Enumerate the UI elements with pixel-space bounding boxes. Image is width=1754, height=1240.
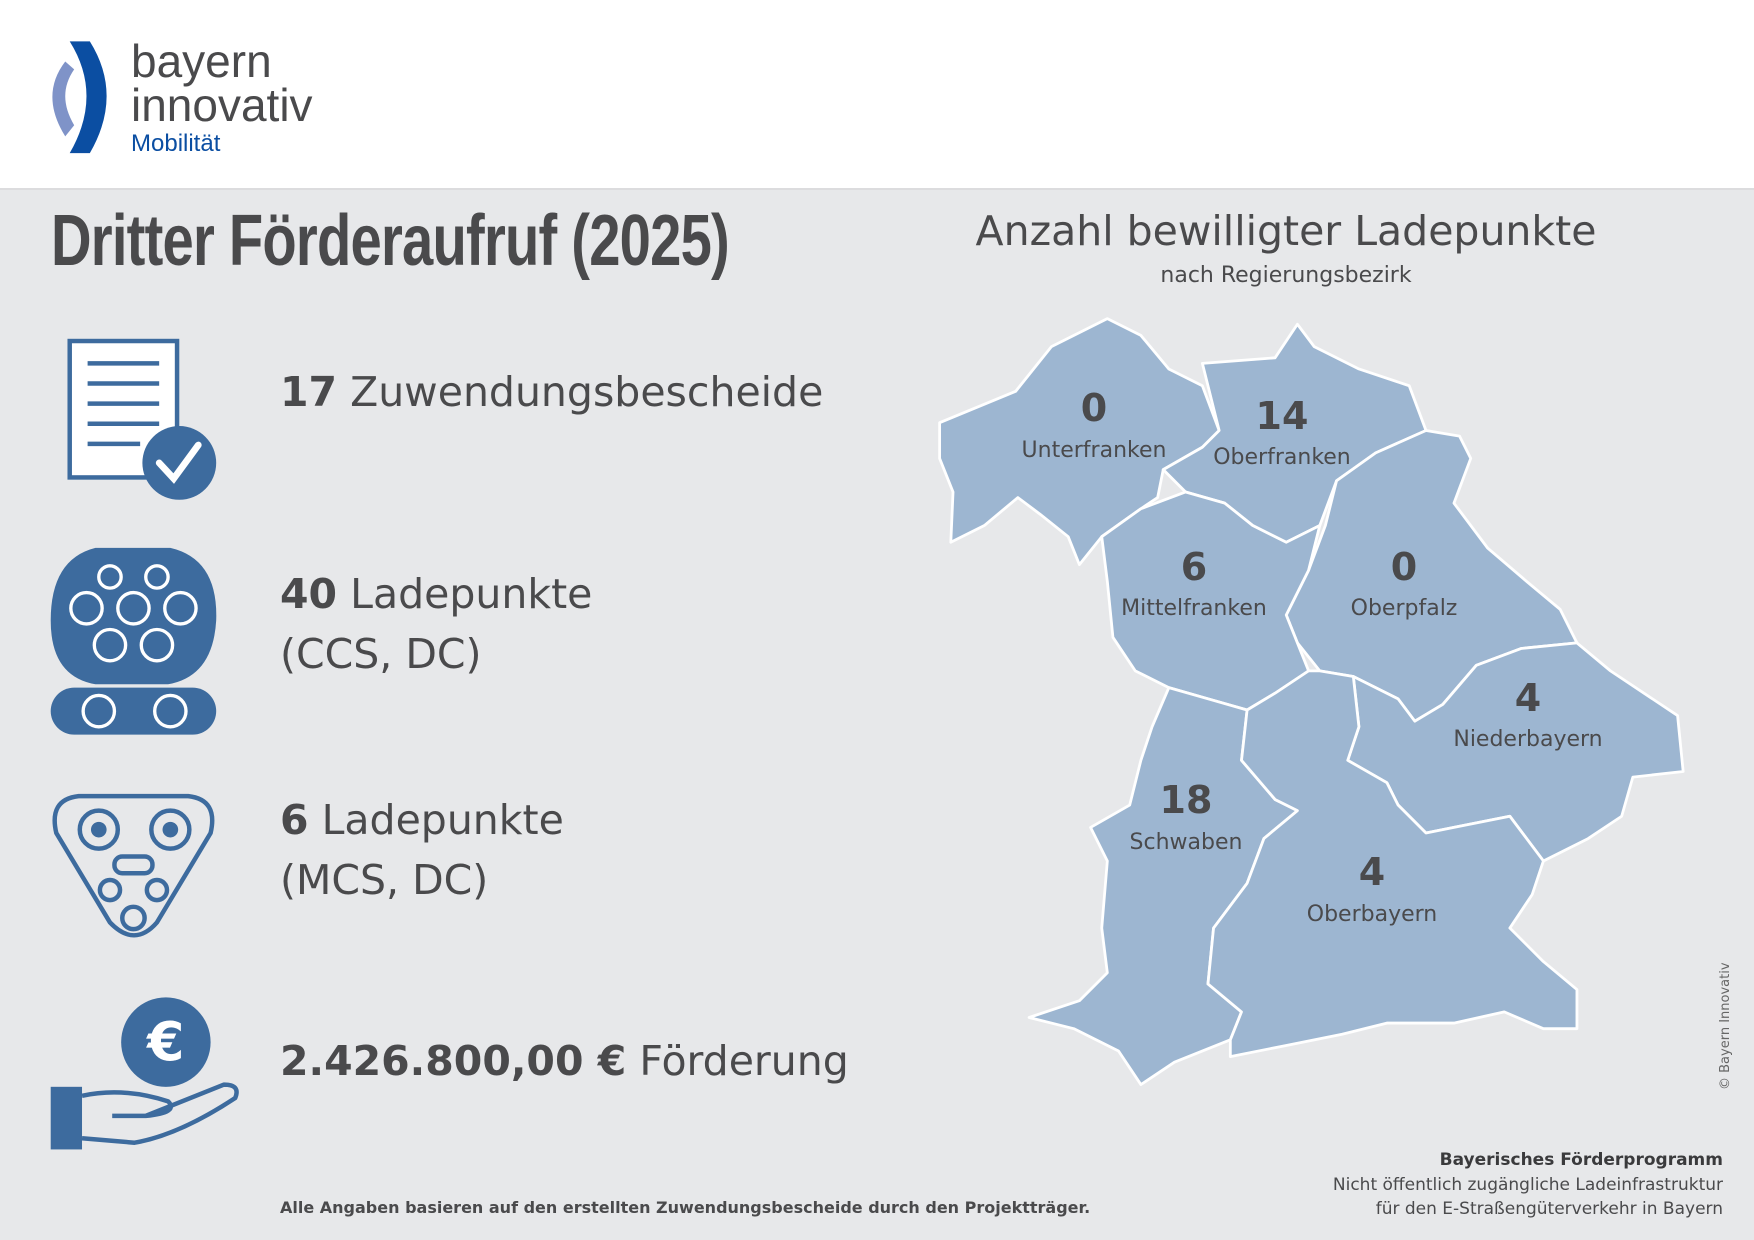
- region-unterfranken: [938, 317, 1221, 567]
- page-title: Dritter Förderaufruf (2025): [51, 201, 730, 281]
- region-oberbayern: [1206, 669, 1579, 1059]
- stat-label: Ladepunkte: [321, 796, 564, 844]
- map-title: Anzahl bewilligter Ladepunkte: [975, 207, 1597, 255]
- stat-value: 2.426.800,00 €: [280, 1037, 627, 1085]
- program-line2: für den E-Straßengüterverkehr in Bayern: [1375, 1199, 1723, 1219]
- footnote: Alle Angaben basieren auf den erstellten…: [280, 1198, 1091, 1217]
- region-value: 14: [1255, 394, 1309, 438]
- logo-mark: [52, 41, 107, 154]
- hand-euro-icon: €: [50, 997, 239, 1150]
- stat-value: 17: [280, 368, 338, 416]
- logo-text-mobilitaet: Mobilität: [131, 130, 221, 157]
- region-label: Schwaben: [1129, 830, 1243, 855]
- program-line1: Nicht öffentlich zugängliche Ladeinfrast…: [1332, 1175, 1723, 1195]
- region-value: 6: [1180, 545, 1208, 589]
- stat-bescheide: 17 Zuwendungsbescheide: [280, 368, 823, 416]
- stat-mcs-sub: (MCS, DC): [280, 856, 489, 904]
- mcs-plug-icon: [52, 793, 215, 938]
- stat-value: 40: [280, 570, 338, 618]
- stat-label: Zuwendungsbescheide: [350, 368, 824, 416]
- region-value: 0: [1080, 386, 1108, 430]
- stat-ccs: 40 Ladepunkte: [280, 570, 592, 618]
- region-value: 18: [1159, 778, 1213, 822]
- document-check-icon: [67, 338, 217, 500]
- region-oberfranken: [1161, 322, 1428, 544]
- logo-text-innovativ: innovativ: [131, 79, 313, 131]
- region-label: Niederbayern: [1453, 727, 1603, 752]
- bavaria-map: [938, 317, 1685, 1086]
- stat-foerderung: 2.426.800,00 € Förderung: [280, 1037, 849, 1085]
- region-label: Mittelfranken: [1121, 596, 1267, 621]
- program-title: Bayerisches Förderprogramm: [1439, 1150, 1723, 1170]
- region-label: Unterfranken: [1021, 438, 1167, 463]
- region-value: 0: [1390, 545, 1418, 589]
- stat-label: Förderung: [639, 1037, 849, 1085]
- stat-mcs: 6 Ladepunkte: [280, 796, 564, 844]
- svg-text:€: €: [145, 1010, 184, 1073]
- region-mittelfranken: [1100, 490, 1322, 712]
- region-label: Oberpfalz: [1350, 596, 1458, 621]
- region-value: 4: [1514, 676, 1542, 720]
- region-label: Oberbayern: [1306, 902, 1438, 927]
- region-value: 4: [1358, 850, 1386, 894]
- header: [0, 0, 1754, 190]
- region-label: Oberfranken: [1213, 445, 1351, 470]
- logo-text-bayern: bayern: [131, 35, 272, 87]
- ccs-plug-icon: [50, 547, 217, 735]
- stat-value: 6: [280, 796, 309, 844]
- stat-label: Ladepunkte: [350, 570, 593, 618]
- stat-ccs-sub: (CCS, DC): [280, 630, 482, 678]
- copyright: © Bayern Innovativ: [1718, 962, 1733, 1090]
- map-subtitle: nach Regierungsbezirk: [1160, 263, 1412, 288]
